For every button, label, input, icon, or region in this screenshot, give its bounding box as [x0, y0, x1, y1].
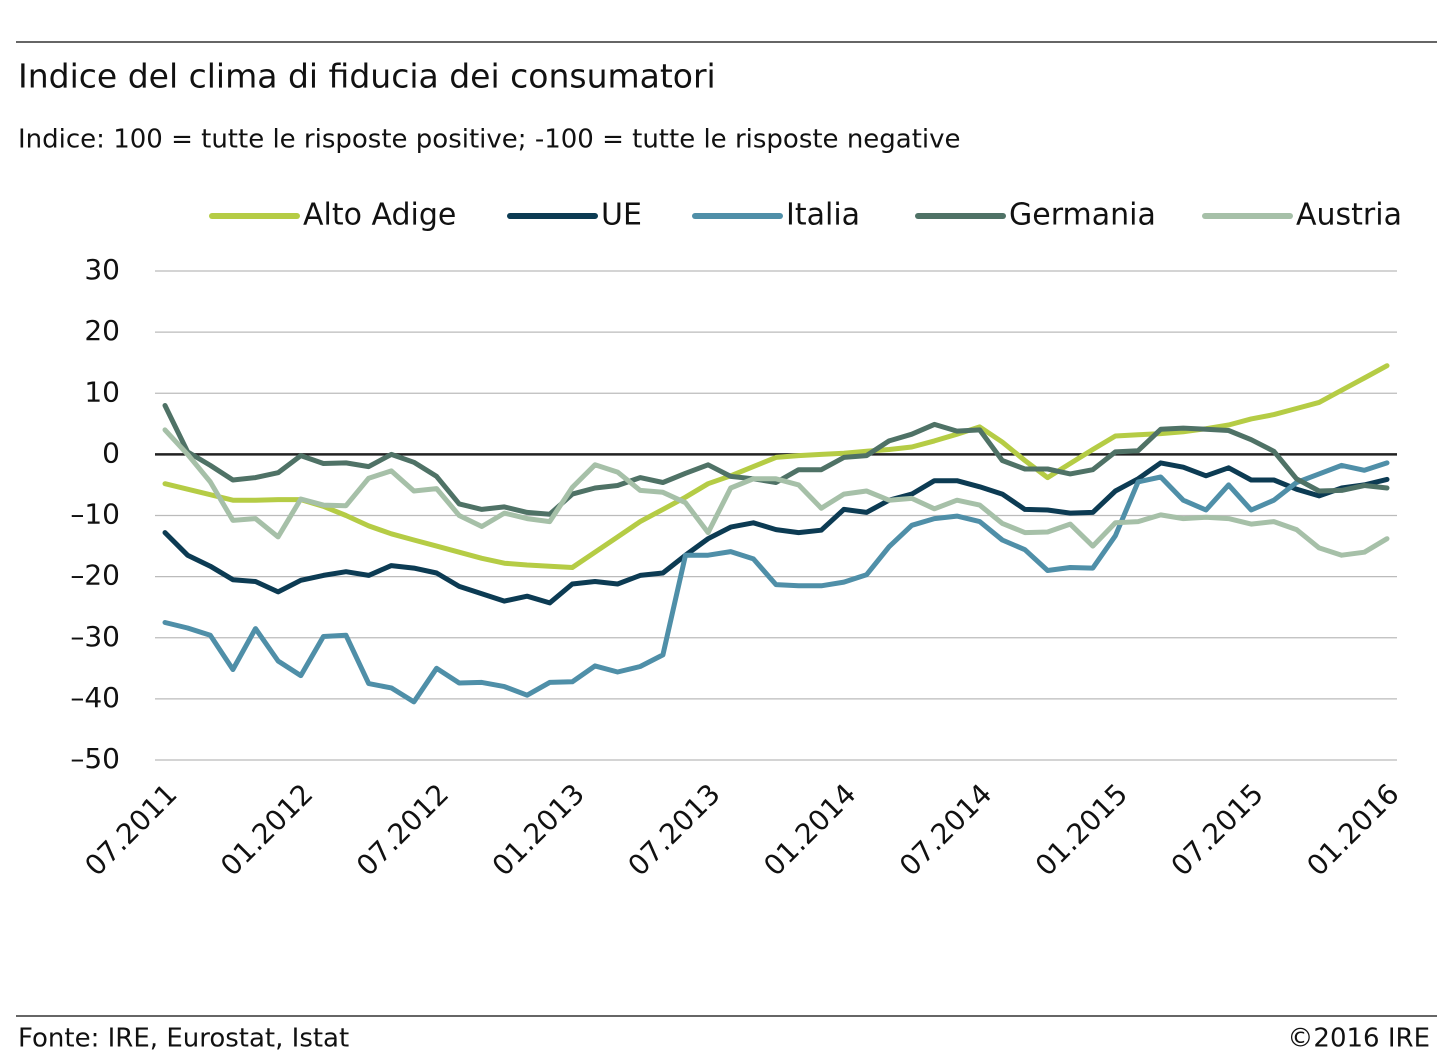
x-tick-label: 07.2012 — [350, 777, 455, 882]
y-tick-label: –10 — [70, 498, 120, 531]
chart-title: Indice del clima di fiducia dei consumat… — [18, 57, 716, 96]
series-line — [162, 427, 1390, 558]
source: Fonte: IRE, Eurostat, Istat — [18, 1024, 349, 1054]
series-line — [162, 363, 1390, 570]
legend-label: Austria — [1296, 198, 1402, 233]
y-tick-label: 10 — [84, 375, 120, 408]
series-line — [162, 403, 1390, 517]
x-tick-label: 07.2011 — [78, 777, 183, 882]
y-tick-label: 0 — [102, 436, 120, 469]
y-tick-label: 30 — [84, 253, 120, 286]
series-line — [162, 460, 1390, 606]
legend-label: Alto Adige — [303, 198, 456, 233]
x-tick-label: 01.2012 — [214, 777, 319, 882]
legend-label: Italia — [786, 198, 860, 233]
x-tick-label: 07.2015 — [1165, 777, 1270, 882]
y-tick-label: 20 — [84, 314, 120, 347]
copyright: ©2016 IRE — [1287, 1024, 1430, 1054]
x-tick-label: 07.2014 — [893, 777, 998, 882]
series-line — [162, 460, 1390, 705]
x-tick-label: 07.2013 — [622, 777, 727, 882]
x-tick-label: 01.2013 — [486, 777, 591, 882]
chart-subtitle: Indice: 100 = tutte le risposte positive… — [18, 125, 961, 155]
legend-label: UE — [601, 198, 642, 233]
x-tick-label: 01.2016 — [1300, 777, 1405, 882]
y-tick-label: –20 — [70, 559, 120, 592]
legend-label: Germania — [1009, 198, 1156, 233]
x-tick-label: 01.2014 — [757, 777, 862, 882]
y-tick-label: –40 — [70, 681, 120, 714]
y-tick-label: –50 — [70, 742, 120, 775]
x-tick-label: 01.2015 — [1029, 777, 1134, 882]
y-tick-label: –30 — [70, 620, 120, 653]
